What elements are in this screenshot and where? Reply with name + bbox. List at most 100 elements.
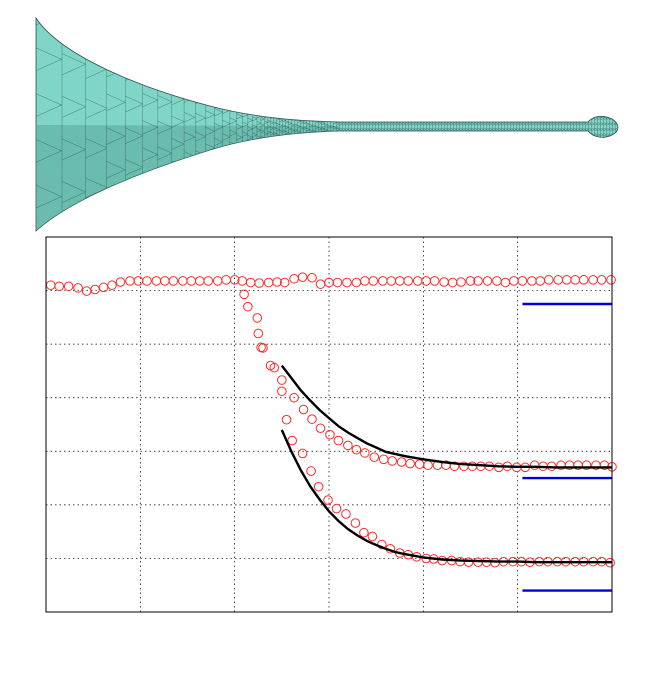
mesh-edge <box>282 92 286 95</box>
mesh-edge <box>270 132 274 134</box>
mesh-edge <box>411 111 415 114</box>
mesh-edge <box>492 111 496 114</box>
mesh-edge <box>357 129 361 131</box>
mesh-edge <box>171 160 185 167</box>
mesh-edge <box>279 86 283 89</box>
mesh-edge <box>405 134 409 137</box>
mesh-edge <box>321 102 325 104</box>
mesh-edge <box>597 129 601 131</box>
mesh-edge <box>606 144 610 147</box>
mesh-edge <box>260 99 265 102</box>
data-point <box>298 404 309 415</box>
mesh-edge <box>558 144 562 147</box>
mesh-edge <box>345 107 349 109</box>
mesh-edge <box>546 105 550 108</box>
mesh-edge <box>366 138 370 141</box>
mesh-edge <box>619 112 622 113</box>
mesh-edge <box>510 149 514 152</box>
mesh-edge <box>438 145 442 148</box>
mesh-edge <box>264 110 268 113</box>
mesh-edge <box>456 123 460 126</box>
mesh-edge <box>324 108 328 111</box>
mesh-edge <box>441 129 445 131</box>
mesh-edge <box>615 129 618 131</box>
mesh-edge <box>294 135 298 138</box>
mesh-edge <box>573 112 577 115</box>
mesh-edge <box>534 127 538 130</box>
mesh-edge <box>270 144 274 147</box>
mesh-edge <box>438 144 442 147</box>
mesh-edge <box>525 112 529 115</box>
mesh-edge <box>492 127 496 130</box>
mesh-edge <box>256 165 261 168</box>
mesh-edge <box>525 105 529 108</box>
mesh-edge <box>576 129 580 131</box>
mesh-edge <box>336 105 340 108</box>
mesh-edge <box>312 156 316 158</box>
mesh-edge <box>260 93 265 96</box>
mesh-edge <box>252 86 258 90</box>
mesh-edge <box>330 110 334 113</box>
mesh-edge <box>510 127 514 130</box>
mesh-edge <box>260 92 265 95</box>
mesh-edge <box>516 127 520 130</box>
mesh-edge <box>297 124 301 127</box>
mesh-edge <box>438 122 442 125</box>
mesh-edge <box>348 129 352 131</box>
mesh-edge <box>477 138 481 141</box>
mesh-edge <box>510 107 514 109</box>
mesh-edge <box>585 112 589 115</box>
mesh-edge <box>363 149 367 152</box>
mesh-edge <box>615 144 618 147</box>
mesh-edge <box>303 121 307 123</box>
mesh-edge <box>36 184 63 198</box>
mesh-edge <box>474 111 478 114</box>
mesh-edge <box>348 105 352 108</box>
mesh-edge <box>399 107 403 109</box>
mesh-edge <box>300 133 304 136</box>
mesh-edge <box>405 144 409 147</box>
mesh-edge <box>297 115 301 118</box>
mesh-edge <box>369 144 373 147</box>
mesh-edge <box>474 144 478 147</box>
mesh-edge <box>591 122 595 125</box>
mesh-edge <box>471 118 475 120</box>
mesh-edge <box>486 138 490 141</box>
mesh-edge <box>441 116 445 119</box>
data-point <box>73 283 83 293</box>
mesh-edge <box>570 145 574 148</box>
mesh-edge <box>465 118 469 120</box>
mesh-edge <box>453 105 457 108</box>
mesh-edge <box>236 123 243 128</box>
mesh-edge <box>282 140 286 143</box>
mesh-edge <box>270 83 274 85</box>
mesh-edge <box>468 134 472 137</box>
mesh-edge <box>597 138 601 141</box>
mesh-edge <box>471 133 475 136</box>
mesh-edge <box>303 110 307 113</box>
mesh-edge <box>61 191 86 203</box>
mesh-edge <box>567 118 571 120</box>
mesh-edge <box>297 126 301 129</box>
mesh-edge <box>438 140 442 142</box>
mesh-edge <box>399 127 403 130</box>
mesh-edge <box>321 143 325 145</box>
mesh-edge <box>447 127 451 130</box>
mesh-edge <box>276 165 280 168</box>
mesh-edge <box>417 133 421 136</box>
mesh-edge <box>576 134 580 137</box>
mesh-edge <box>236 126 243 130</box>
mesh-edge <box>303 133 307 135</box>
mesh-edge <box>414 133 418 136</box>
mesh-edge <box>291 90 295 93</box>
mesh-edge <box>411 140 415 142</box>
mesh-edge <box>273 133 277 136</box>
mesh-edge <box>125 127 143 136</box>
mesh-edge <box>507 140 511 142</box>
mesh-edge <box>264 133 268 136</box>
mesh-edge <box>279 145 283 148</box>
mesh-edge <box>534 116 538 119</box>
mesh-edge <box>330 135 334 138</box>
mesh-edge <box>247 145 253 149</box>
mesh-edge <box>252 100 258 104</box>
